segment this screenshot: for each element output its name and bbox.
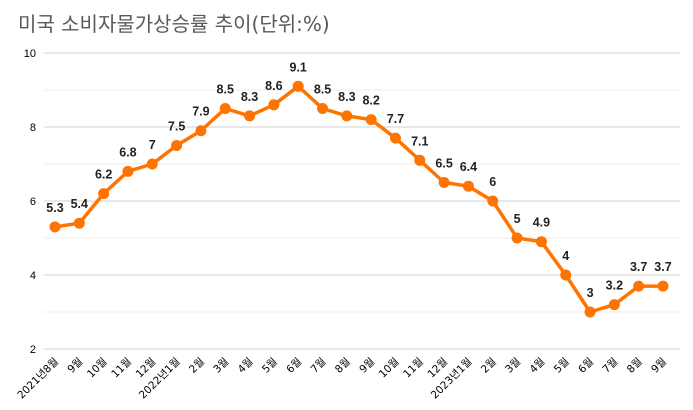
data-label: 4.9 bbox=[533, 216, 550, 230]
data-label: 3.7 bbox=[654, 260, 671, 274]
y-tick-label: 6 bbox=[30, 196, 36, 208]
data-point bbox=[244, 110, 256, 122]
x-tick-label: 4월 bbox=[527, 356, 547, 376]
data-point bbox=[365, 114, 377, 126]
x-tick-label: 7월 bbox=[309, 356, 329, 376]
x-tick-label: 2월 bbox=[187, 356, 207, 376]
series-line bbox=[54, 84, 663, 314]
y-tick-label: 4 bbox=[30, 270, 36, 282]
x-tick-label: 5월 bbox=[260, 356, 280, 376]
data-label: 5.4 bbox=[71, 197, 88, 211]
data-point bbox=[317, 103, 329, 114]
data-label: 3 bbox=[587, 286, 594, 300]
x-tick-label: 6월 bbox=[576, 356, 596, 376]
data-point bbox=[633, 280, 645, 292]
data-point bbox=[560, 269, 572, 281]
data-point bbox=[414, 154, 426, 166]
data-label: 7.7 bbox=[387, 112, 404, 126]
x-tick-label: 4월 bbox=[236, 356, 256, 376]
y-tick-label: 2 bbox=[30, 344, 36, 356]
x-tick-label: 9월 bbox=[649, 356, 669, 376]
y-tick-label: 10 bbox=[24, 48, 36, 60]
data-label: 3.7 bbox=[630, 260, 647, 274]
data-point bbox=[657, 280, 669, 292]
x-tick-label: 2021년8월 bbox=[15, 356, 61, 402]
x-tick-label: 11월 bbox=[401, 356, 426, 381]
data-label: 6 bbox=[489, 175, 496, 189]
data-point bbox=[98, 188, 110, 200]
data-label: 6.5 bbox=[435, 157, 452, 171]
data-label: 8.3 bbox=[241, 90, 258, 104]
data-point bbox=[195, 125, 207, 137]
y-tick-label: 8 bbox=[30, 122, 36, 134]
data-label: 3.2 bbox=[606, 279, 623, 293]
data-point bbox=[438, 177, 450, 188]
data-point bbox=[608, 299, 620, 311]
data-point bbox=[122, 165, 134, 177]
data-label: 7.5 bbox=[168, 120, 185, 134]
x-tick-label: 8월 bbox=[333, 356, 353, 376]
data-label: 6.2 bbox=[95, 168, 112, 182]
x-tick-label: 7월 bbox=[600, 356, 620, 376]
data-point bbox=[341, 110, 353, 122]
x-tick-label: 3월 bbox=[503, 356, 523, 376]
data-point bbox=[389, 132, 401, 144]
x-tick-label: 10월 bbox=[85, 356, 110, 381]
data-label: 6.4 bbox=[460, 160, 477, 174]
data-point bbox=[268, 99, 280, 111]
x-tick-label: 5월 bbox=[552, 356, 572, 376]
data-label: 5.3 bbox=[46, 201, 63, 215]
data-point bbox=[584, 306, 596, 318]
x-tick-label: 2월 bbox=[479, 356, 499, 376]
data-point bbox=[49, 221, 61, 233]
x-tick-label: 8월 bbox=[625, 356, 645, 376]
x-tick-label: 6월 bbox=[284, 356, 304, 376]
data-point bbox=[171, 140, 183, 151]
data-label: 7 bbox=[149, 138, 156, 152]
data-point bbox=[146, 158, 158, 170]
data-label: 5 bbox=[514, 212, 521, 226]
data-label: 4 bbox=[562, 249, 569, 263]
data-label: 7.9 bbox=[192, 105, 209, 119]
data-label: 8.3 bbox=[338, 90, 355, 104]
data-point bbox=[487, 195, 499, 207]
x-tick-label: 9월 bbox=[65, 356, 85, 376]
data-point bbox=[511, 232, 523, 244]
data-point bbox=[73, 217, 85, 229]
x-tick-label: 11월 bbox=[109, 356, 134, 381]
data-point bbox=[292, 80, 304, 92]
data-point bbox=[462, 180, 474, 192]
data-point bbox=[219, 103, 231, 114]
x-tick-label: 3월 bbox=[211, 356, 231, 376]
x-tick-label: 9월 bbox=[357, 356, 377, 376]
data-label: 8.5 bbox=[217, 83, 234, 97]
data-label: 8.5 bbox=[314, 83, 331, 97]
data-label: 6.8 bbox=[119, 145, 136, 159]
chart-title: 미국 소비자물가상승률 추이(단위:%) bbox=[18, 12, 330, 36]
x-tick-label: 10월 bbox=[377, 356, 402, 381]
data-label: 7.1 bbox=[411, 134, 428, 148]
data-label: 9.1 bbox=[290, 60, 307, 74]
data-label: 8.6 bbox=[265, 79, 282, 93]
data-label: 8.2 bbox=[362, 94, 379, 108]
data-point bbox=[535, 236, 547, 248]
